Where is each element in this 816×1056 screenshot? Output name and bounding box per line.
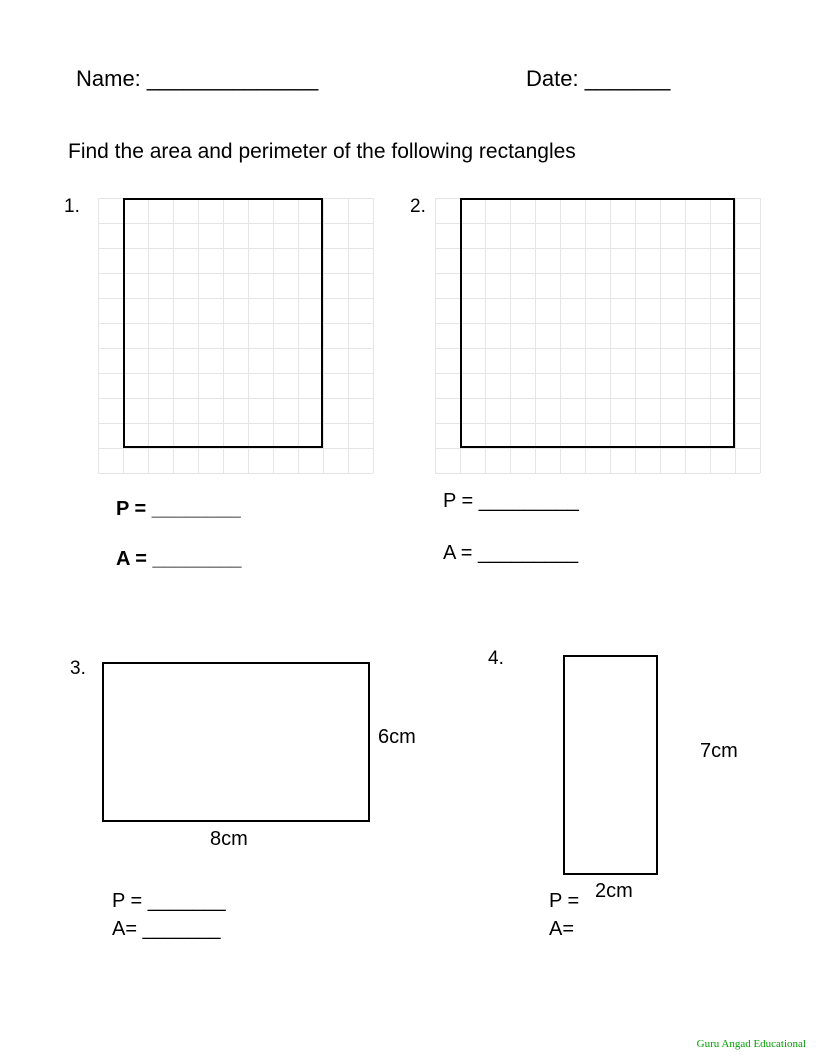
problem-4-area-label: A= <box>549 918 574 941</box>
problem-4-perimeter-label: P = <box>549 890 579 913</box>
problem-1-area-label: A = ________ <box>116 548 241 571</box>
problem-1-number: 1. <box>64 196 80 218</box>
footer-credit: Guru Angad Educational <box>697 1038 806 1050</box>
date-field-label: Date: _______ <box>526 66 670 92</box>
problem-1-rectangle <box>123 198 323 448</box>
problem-3-area-label: A= _______ <box>112 918 220 941</box>
problem-3-height-label: 6cm <box>378 726 416 749</box>
problem-2-perimeter-label: P = _________ <box>443 490 579 513</box>
problem-3-rectangle <box>102 662 370 822</box>
problem-4-rectangle <box>563 655 658 875</box>
problem-2-number: 2. <box>410 196 426 218</box>
problem-2-rectangle <box>460 198 735 448</box>
problem-1-perimeter-label: P = ________ <box>116 498 241 521</box>
name-field-label: Name: ______________ <box>76 66 318 92</box>
problem-4-number: 4. <box>488 648 504 670</box>
instruction-text: Find the area and perimeter of the follo… <box>68 140 576 164</box>
problem-2-area-label: A = _________ <box>443 542 578 565</box>
problem-4-width-label: 2cm <box>595 880 633 903</box>
problem-4-height-label: 7cm <box>700 740 738 763</box>
problem-3-perimeter-label: P = _______ <box>112 890 226 913</box>
problem-3-width-label: 8cm <box>210 828 248 851</box>
problem-3-number: 3. <box>70 658 86 680</box>
